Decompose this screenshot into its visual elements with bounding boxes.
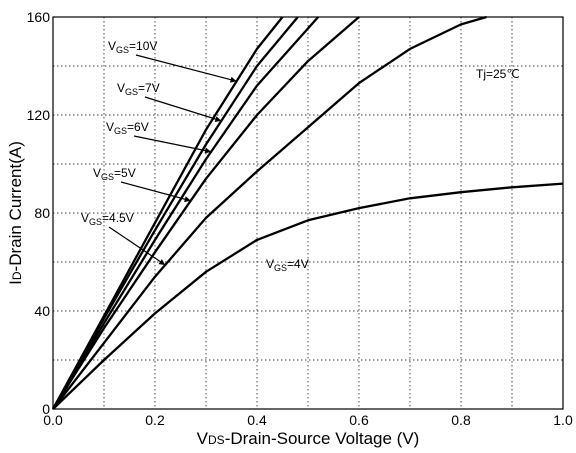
y-tick-label: 80 [34, 205, 50, 221]
curve-label: VGS=4V [266, 257, 309, 273]
x-tick-label: 1.0 [553, 412, 573, 428]
label-pointer [144, 96, 222, 122]
label-pointers [108, 54, 237, 266]
label-pointer [133, 135, 212, 153]
label-pointer-arrowhead [204, 147, 212, 154]
label-pointer-arrowhead [214, 116, 222, 122]
y-tick-label: 160 [27, 9, 51, 25]
curve-label: VGS=10V [108, 39, 157, 55]
label-pointer [108, 226, 166, 266]
label-pointer [120, 181, 191, 202]
x-tick-label: 0.0 [43, 412, 63, 428]
label-pointer-arrowhead [184, 196, 191, 203]
tick-labels: 0.0 0.2 0.4 0.6 0.8 1.0 0 40 80 120 160 [27, 9, 573, 428]
temperature-annotation: Tj=25℃ [476, 67, 520, 81]
y-tick-label: 0 [42, 401, 50, 417]
series-line [51, 16, 299, 410]
curve-label: VGS=7V [117, 81, 160, 97]
curve-label: VGS=4.5V [81, 211, 134, 227]
series-line [52, 15, 487, 410]
y-tick-label: 40 [34, 303, 50, 319]
curve-label: VGS=6V [106, 120, 149, 136]
series-line [52, 16, 360, 410]
x-tick-label: 0.2 [145, 412, 165, 428]
curve-labels: VGS=10V VGS=7V VGS=6V VGS=5V VGS=4.5V VGS=4V [81, 39, 309, 273]
label-pointer-arrowhead [230, 76, 237, 83]
label-pointer [135, 54, 237, 82]
plot-area-frame [52, 16, 564, 410]
x-tick-label: 0.6 [349, 412, 369, 428]
x-axis-title: VDS-Drain-Source Voltage (V) [197, 429, 420, 448]
x-tick-label: 0.8 [451, 412, 471, 428]
series-group [51, 15, 564, 410]
series-line [52, 16, 320, 410]
curve-label: VGS=5V [93, 166, 136, 182]
label-pointer-arrowhead [158, 259, 166, 265]
y-axis-title: ID-Drain Current(A) [6, 141, 25, 285]
y-tick-label: 120 [27, 107, 51, 123]
series-line [52, 182, 564, 410]
grid-lines [53, 17, 563, 409]
x-tick-label: 0.4 [247, 412, 267, 428]
